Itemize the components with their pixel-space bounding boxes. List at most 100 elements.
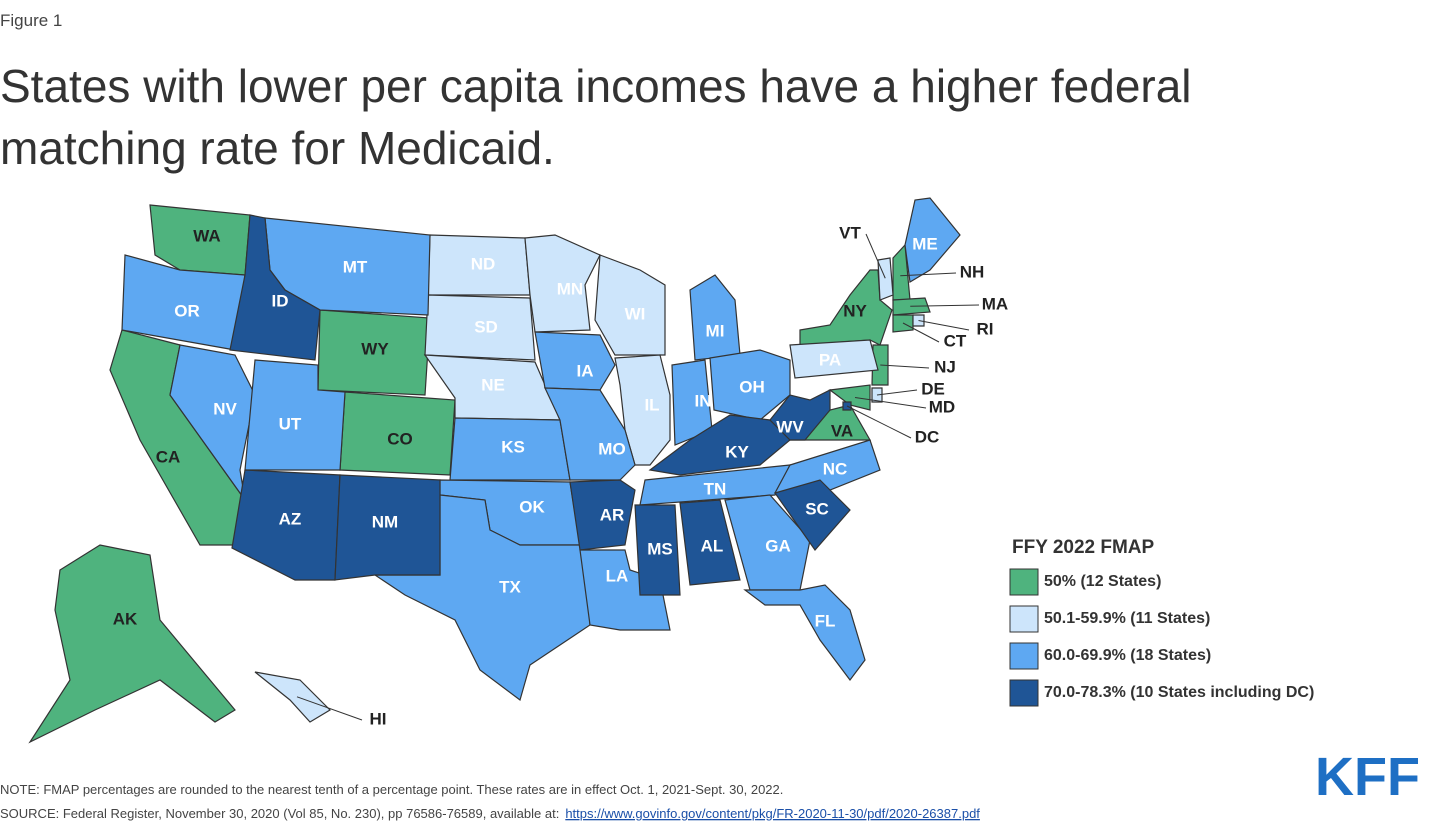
state-label: IA [577,361,594,380]
state-label: VT [839,223,861,242]
legend-label: 50.1-59.9% (11 States) [1044,610,1210,627]
state-label: HI [370,709,387,728]
state [648,414,791,476]
state-label: TX [499,577,521,596]
state-label: NY [843,301,867,320]
state-label: NV [213,399,237,418]
state-label: AL [701,536,724,555]
title: States with lower per capita incomes hav… [0,60,1192,174]
state-label: WA [193,226,220,245]
state-label: WY [361,339,389,358]
state-label: VA [831,421,853,440]
state-label: MA [982,294,1008,313]
state-label: RI [977,319,994,338]
state [689,274,741,361]
state [904,197,961,283]
legend-swatch [1009,605,1039,633]
state-label: UT [279,414,302,433]
state-label: WI [625,304,646,323]
state [773,439,881,494]
state [544,387,636,481]
leader-line [910,304,980,307]
state-label: KS [501,437,525,456]
leader-line [846,405,912,439]
note: NOTE: FMAP percentages are rounded to th… [0,782,783,797]
source: SOURCE: Federal Register, November 30, 2… [0,806,980,821]
state-label: AZ [279,509,302,528]
state-label: AR [600,505,625,524]
state [614,354,671,466]
legend-label: 70.0-78.3% (10 States including DC) [1044,684,1314,701]
state [334,474,441,581]
state-label: OK [519,497,545,516]
legend-swatch [1009,568,1039,596]
state [828,384,871,411]
legend-swatch [1009,679,1039,707]
state-label: TN [704,479,727,498]
leader-line [854,397,927,409]
state-label: NH [960,262,985,281]
legend-label: 60.0-69.9% (18 States) [1044,647,1211,664]
state-label: CT [944,331,967,350]
title-box: States with lower per capita incomes hav… [0,60,1192,174]
state-label: MD [929,397,955,416]
state-label: SD [474,317,498,336]
figure-label: Figure 1 [0,11,62,30]
state [569,479,636,551]
state-label: CA [156,447,181,466]
state [789,339,879,379]
state-label: CO [387,429,413,448]
state-label: DC [915,427,940,446]
state [254,671,331,723]
state-label: MO [598,439,625,458]
state [231,469,341,581]
state-label: NE [481,375,505,394]
leader-line [918,320,970,331]
state [877,257,894,301]
leader-line [902,322,940,343]
state-label: IL [644,395,659,414]
state [769,389,831,441]
state-label: MT [343,257,368,276]
state-label: LA [606,566,629,585]
state [28,544,236,744]
legend-swatch [1009,642,1039,670]
state-label: AK [113,609,138,628]
state [724,494,811,591]
state-label: MN [557,279,583,298]
leader-line [880,364,930,369]
state [679,499,741,586]
state-label: ME [912,234,938,253]
state [524,234,601,333]
state-label: PA [819,350,841,369]
state [317,309,431,396]
leader-line [296,696,363,721]
state [594,254,666,356]
state-label: MS [647,539,673,558]
state-label: FL [815,611,836,630]
state-label: KY [725,442,749,461]
state-label: NM [372,512,398,531]
state [534,331,616,391]
state [579,549,671,631]
state [169,344,256,501]
state [373,494,591,702]
state-label: NJ [934,357,956,376]
states [28,197,961,744]
state-label: SC [805,499,829,518]
legend-label: 50% (12 States) [1044,573,1161,590]
state-label: NC [823,459,848,478]
state-label: ID [272,291,289,310]
leader-line [900,272,957,277]
leader-line [865,233,886,279]
source-link[interactable]: https://www.govinfo.gov/content/pkg/FR-2… [565,806,980,821]
state-label: GA [765,536,791,555]
state-label: ND [471,254,496,273]
state-label: MI [706,321,725,340]
state [743,584,866,681]
state-label: DE [921,379,945,398]
state [424,294,536,361]
state [639,464,792,506]
